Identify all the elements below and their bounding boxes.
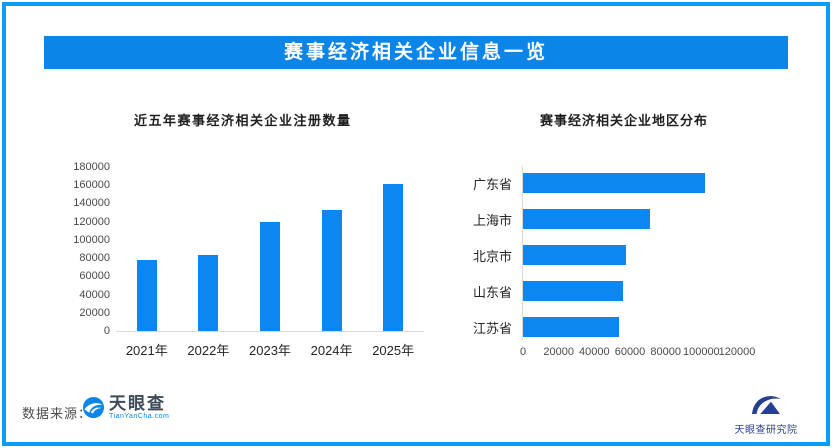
registrations-plot-area <box>116 168 424 332</box>
x-axis-category-label: 2025年 <box>372 343 415 358</box>
x-axis-category-label: 2023年 <box>249 343 291 358</box>
x-axis-category-label: 2022年 <box>187 343 230 358</box>
tianyancha-domain-text: TianYanCha.com <box>109 413 170 420</box>
registrations-y-axis: 180000 160000 140000 120000 100000 80000 60000… <box>60 161 110 337</box>
bar-slot <box>178 168 240 331</box>
regions-axis-line <box>522 166 523 340</box>
tyc-institute-logo-icon <box>752 396 781 415</box>
regions-plot-area: 广东省上海市北京市山东省江苏省 <box>462 165 762 345</box>
bar-slot <box>239 168 301 331</box>
region-bar-track <box>523 245 737 265</box>
x-axis-tick-label: 20000 <box>543 346 574 358</box>
y-axis-tick-label: 120000 <box>73 215 110 228</box>
y-axis-tick-label: 40000 <box>79 288 110 301</box>
region-bar-track <box>523 173 737 193</box>
y-axis-tick-label: 140000 <box>73 197 110 210</box>
bar-slot <box>116 168 178 331</box>
region-label: 北京市 <box>472 248 512 264</box>
bar-2025年 <box>383 184 404 331</box>
bar-slot <box>301 168 363 331</box>
bar-江苏省 <box>523 317 620 337</box>
bar-北京市 <box>523 245 627 265</box>
bar-2024年 <box>321 209 342 331</box>
tianyancha-logo-text: 天眼查 <box>109 394 166 413</box>
bar-广东省 <box>523 173 705 193</box>
y-axis-tick-label: 60000 <box>79 270 110 283</box>
tianyancha-logo-icon <box>82 396 105 419</box>
research-institute-caption: 天眼查研究院 <box>734 425 798 436</box>
y-axis-tick-label: 180000 <box>73 161 110 173</box>
regions-x-axis: 0 20000 40000 60000 80000 100000 120000 <box>519 346 755 360</box>
bar-2021年 <box>136 260 157 331</box>
bar-2023年 <box>259 222 280 331</box>
x-axis-category-label: 2024年 <box>310 343 353 358</box>
bar-上海市 <box>523 209 650 229</box>
tianyancha-logo: 天眼查 TianYanCha.com <box>82 394 169 421</box>
bar-slot <box>362 168 424 331</box>
x-axis-category-label: 2021年 <box>125 343 168 358</box>
registrations-chart-title: 近五年赛事经济相关企业注册数量 <box>134 113 352 128</box>
region-bar-track <box>523 281 737 301</box>
y-axis-tick-label: 0 <box>103 324 110 337</box>
y-axis-tick-label: 100000 <box>73 233 110 246</box>
y-axis-tick-label: 20000 <box>79 306 110 319</box>
region-row: 北京市 <box>462 237 762 273</box>
research-institute-logo: 天眼查研究院 <box>733 391 799 436</box>
region-label: 江苏省 <box>472 320 512 336</box>
bar-山东省 <box>523 281 623 301</box>
bar-2022年 <box>198 254 219 331</box>
x-axis-tick-label: 40000 <box>579 346 610 358</box>
regions-chart-title: 赛事经济相关企业地区分布 <box>540 113 709 128</box>
registrations-x-axis: 2021年 2022年 2023年 2024年 2025年 <box>116 340 424 359</box>
region-bar-track <box>523 317 737 337</box>
region-row: 上海市 <box>462 201 762 237</box>
region-label: 山东省 <box>472 284 512 300</box>
region-row: 广东省 <box>462 165 762 201</box>
x-axis-tick-label: 80000 <box>650 346 681 358</box>
x-axis-tick-label: 60000 <box>614 346 646 358</box>
region-label: 广东省 <box>472 176 512 192</box>
x-axis-tick-label: 120000 <box>718 346 756 358</box>
data-source-label: 数据来源： <box>22 406 93 421</box>
page-title: 赛事经济相关企业信息一览 <box>283 42 548 63</box>
x-axis-tick-label: 100000 <box>682 346 720 358</box>
y-axis-tick-label: 80000 <box>79 252 110 265</box>
region-label: 上海市 <box>472 212 512 228</box>
title-banner: 赛事经济相关企业信息一览 <box>44 36 788 69</box>
y-axis-tick-label: 160000 <box>73 179 110 192</box>
x-axis-tick-label: 0 <box>519 346 527 358</box>
region-row: 江苏省 <box>462 309 762 345</box>
region-bar-track <box>523 209 737 229</box>
region-row: 山东省 <box>462 273 762 309</box>
